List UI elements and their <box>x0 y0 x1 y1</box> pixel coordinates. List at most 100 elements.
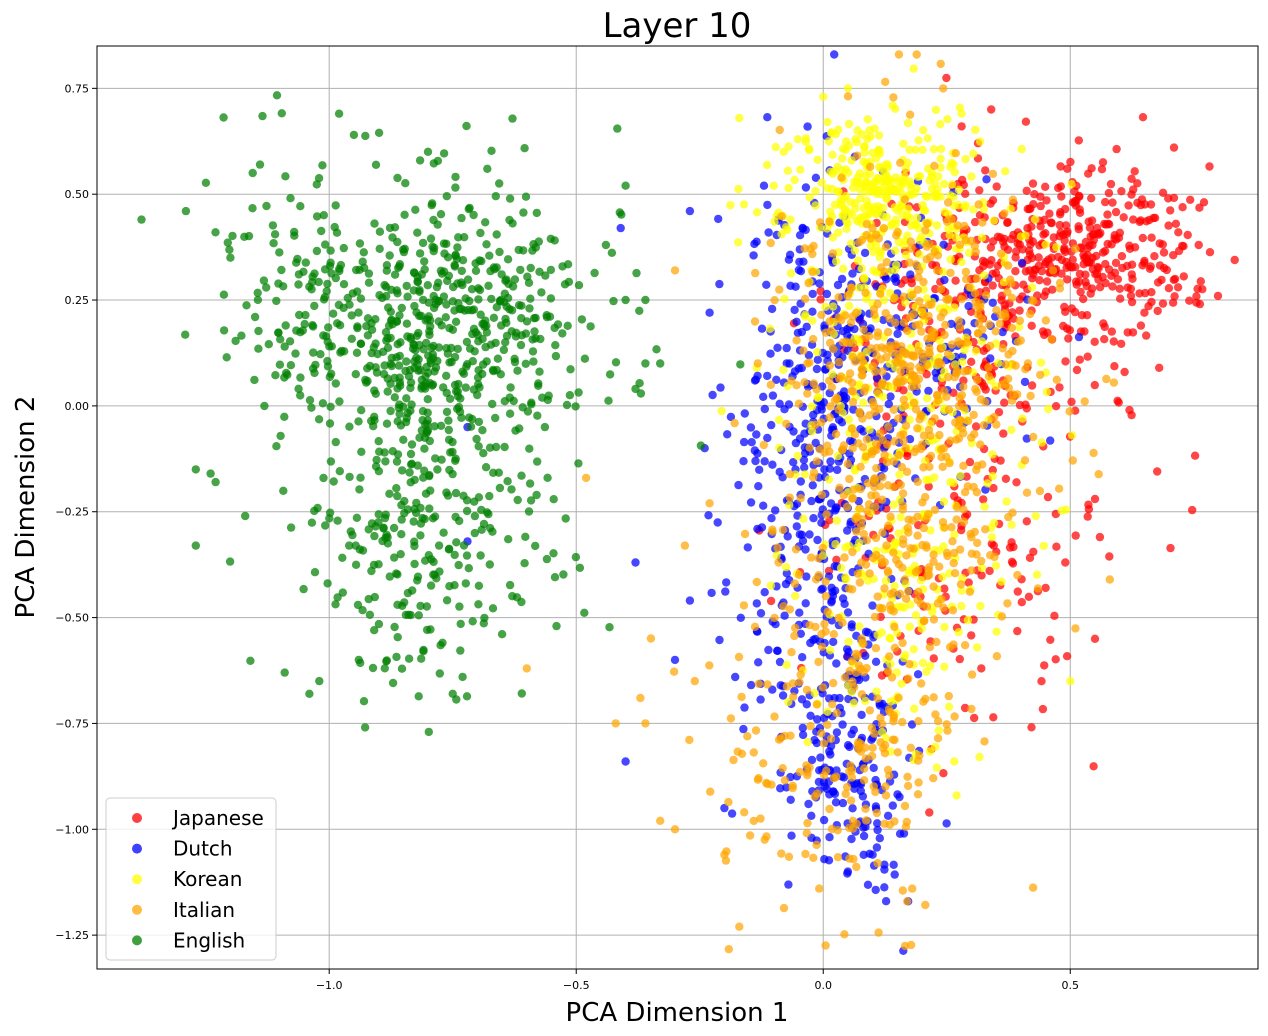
point-english <box>521 532 530 541</box>
point-italian <box>877 263 886 272</box>
point-english <box>605 370 615 379</box>
point-dutch <box>905 435 915 444</box>
point-english <box>264 340 273 349</box>
point-english <box>445 358 454 367</box>
point-english <box>294 384 303 393</box>
point-english <box>409 268 419 277</box>
point-korean <box>819 92 828 102</box>
point-japanese <box>939 769 948 778</box>
point-dutch <box>784 880 793 889</box>
point-dutch <box>727 809 737 818</box>
point-japanese <box>1171 219 1181 228</box>
point-korean <box>894 529 904 538</box>
point-japanese <box>1090 337 1099 346</box>
chart-title: Layer 10 <box>603 6 752 46</box>
x-tick-label: 0.5 <box>1062 979 1080 992</box>
point-korean <box>914 136 923 145</box>
point-italian <box>950 712 959 721</box>
point-english <box>493 354 503 363</box>
point-english <box>246 656 255 665</box>
point-dutch <box>752 430 761 439</box>
point-dutch <box>799 455 809 465</box>
point-italian <box>900 401 910 410</box>
point-japanese <box>1079 294 1088 304</box>
point-italian <box>808 249 817 259</box>
point-korean <box>1006 204 1015 213</box>
point-english <box>253 288 262 297</box>
point-italian <box>885 344 895 353</box>
point-dutch <box>830 789 840 799</box>
point-korean <box>827 128 836 137</box>
point-italian <box>929 693 938 702</box>
point-english <box>605 623 614 632</box>
point-italian <box>947 215 956 224</box>
point-japanese <box>1056 208 1065 217</box>
point-japanese <box>1045 209 1054 218</box>
point-italian <box>911 567 921 577</box>
point-italian <box>930 414 939 423</box>
point-english <box>374 128 384 137</box>
point-dutch <box>860 248 870 258</box>
point-english <box>397 515 406 524</box>
point-english <box>524 507 534 516</box>
point-dutch <box>942 819 951 828</box>
point-japanese <box>1169 275 1179 284</box>
y-tick-label: 0.75 <box>65 82 90 95</box>
point-italian <box>992 420 1001 429</box>
point-italian <box>1065 407 1074 416</box>
point-korean <box>899 240 909 250</box>
point-korean <box>766 581 776 590</box>
point-korean <box>977 563 987 573</box>
point-english <box>465 344 475 353</box>
point-japanese <box>1035 276 1044 285</box>
point-italian <box>759 440 768 450</box>
point-italian <box>808 334 818 344</box>
point-italian <box>908 290 917 299</box>
point-korean <box>808 316 817 325</box>
point-dutch <box>763 433 772 443</box>
point-dutch <box>848 269 857 278</box>
point-english <box>386 333 395 343</box>
point-dutch <box>817 585 826 594</box>
point-italian <box>690 676 699 686</box>
point-italian <box>932 266 942 275</box>
point-english <box>508 219 517 228</box>
point-japanese <box>1061 221 1071 230</box>
point-english <box>310 301 319 311</box>
point-korean <box>841 191 851 201</box>
point-italian <box>859 325 868 334</box>
point-italian <box>922 255 931 264</box>
point-korean <box>892 260 901 270</box>
point-korean <box>726 201 735 210</box>
point-italian <box>900 195 910 204</box>
point-japanese <box>1021 117 1031 126</box>
point-japanese <box>1040 330 1049 340</box>
point-korean <box>921 456 930 466</box>
point-english <box>407 400 416 409</box>
point-japanese <box>975 186 984 195</box>
point-japanese <box>1164 284 1174 293</box>
point-italian <box>942 720 951 729</box>
point-english <box>574 388 583 397</box>
point-dutch <box>843 608 853 617</box>
point-dutch <box>830 562 839 571</box>
point-korean <box>936 154 945 163</box>
point-korean <box>944 702 954 711</box>
point-italian <box>817 310 826 320</box>
point-english <box>434 343 444 352</box>
point-italian <box>862 816 871 825</box>
point-italian <box>1006 275 1015 284</box>
point-italian <box>1007 293 1017 302</box>
point-english <box>530 327 539 336</box>
point-italian <box>760 835 769 844</box>
legend-marker-dutch <box>132 843 142 854</box>
point-english <box>451 387 461 396</box>
point-italian <box>973 310 983 319</box>
point-japanese <box>1087 164 1096 173</box>
point-italian <box>832 708 842 718</box>
point-english <box>281 321 290 330</box>
point-italian <box>812 457 821 466</box>
point-japanese <box>1174 228 1183 237</box>
point-italian <box>825 217 834 226</box>
point-japanese <box>925 808 934 817</box>
